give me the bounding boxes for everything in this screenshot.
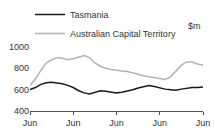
svg-text:Jun2009: Jun2009 — [20, 118, 40, 132]
svg-text:800: 800 — [14, 63, 29, 73]
svg-text:Jun2013: Jun2013 — [106, 118, 126, 132]
svg-text:Australian Capital Territory: Australian Capital Territory — [70, 29, 176, 39]
svg-text:400: 400 — [14, 106, 29, 116]
svg-text:600: 600 — [14, 85, 29, 95]
svg-text:1000: 1000 — [9, 42, 29, 52]
svg-text:Jun2015: Jun2015 — [150, 118, 170, 132]
svg-text:Tasmania: Tasmania — [70, 10, 109, 20]
svg-text:Jun2011: Jun2011 — [64, 118, 83, 132]
svg-text:Jun2017: Jun2017 — [193, 118, 213, 132]
svg-text:$m: $m — [188, 21, 201, 31]
